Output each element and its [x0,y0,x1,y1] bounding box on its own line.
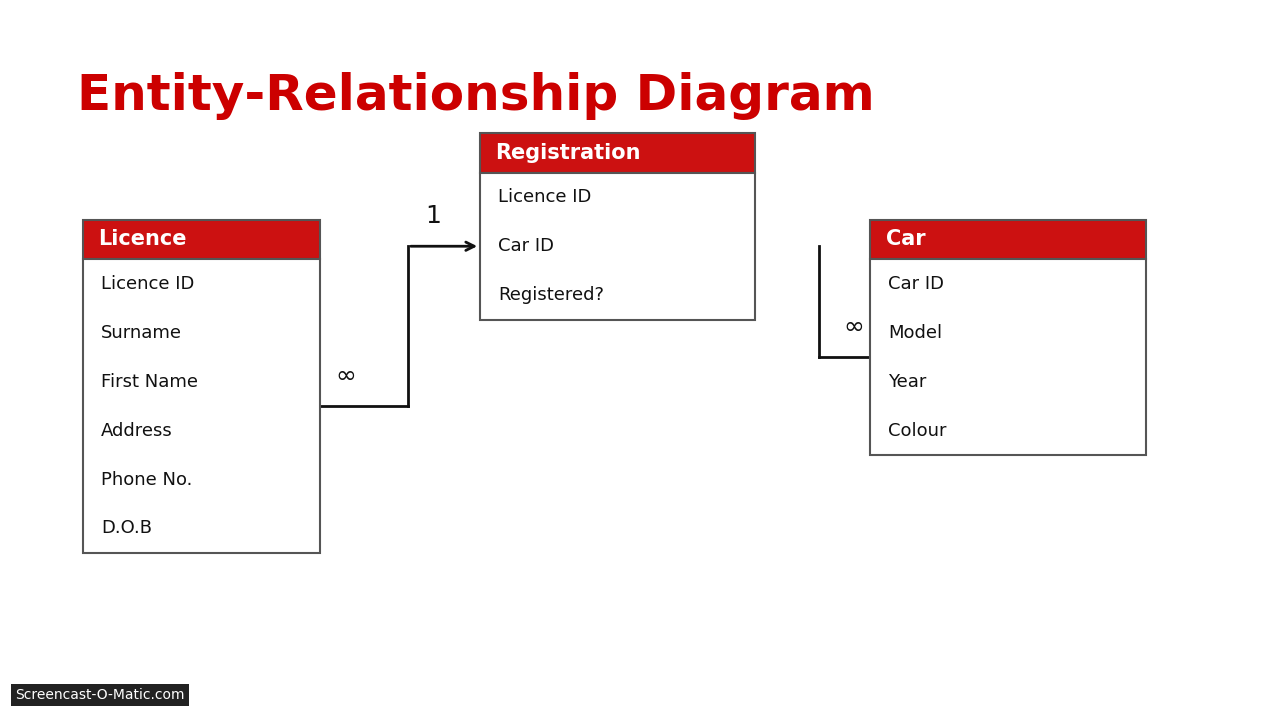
Bar [83,220,320,259]
Text: Screencast-O-Matic.com: Screencast-O-Matic.com [15,688,184,702]
Text: Phone No.: Phone No. [101,471,192,489]
Bar [480,173,755,320]
Text: Car ID: Car ID [888,275,945,293]
Text: Model: Model [888,324,942,342]
Bar [870,220,1146,259]
Text: Address: Address [101,421,173,439]
Text: Licence: Licence [99,230,187,249]
Bar [83,259,320,553]
Text: Registration: Registration [495,143,641,163]
Text: D.O.B: D.O.B [101,520,152,537]
Text: Car: Car [886,230,925,249]
Text: Surname: Surname [101,324,182,342]
Text: Registered?: Registered? [498,287,604,305]
Text: ∞: ∞ [844,315,864,339]
Text: Licence ID: Licence ID [498,189,591,207]
Text: ∞: ∞ [335,364,356,388]
Text: Entity-Relationship Diagram: Entity-Relationship Diagram [77,72,874,120]
Text: 1: 1 [426,204,442,228]
Bar [480,133,755,173]
Text: Licence ID: Licence ID [101,275,195,293]
Text: Year: Year [888,373,927,391]
Text: Colour: Colour [888,421,947,439]
Bar [870,259,1146,455]
Text: Car ID: Car ID [498,238,554,256]
Text: First Name: First Name [101,373,198,391]
